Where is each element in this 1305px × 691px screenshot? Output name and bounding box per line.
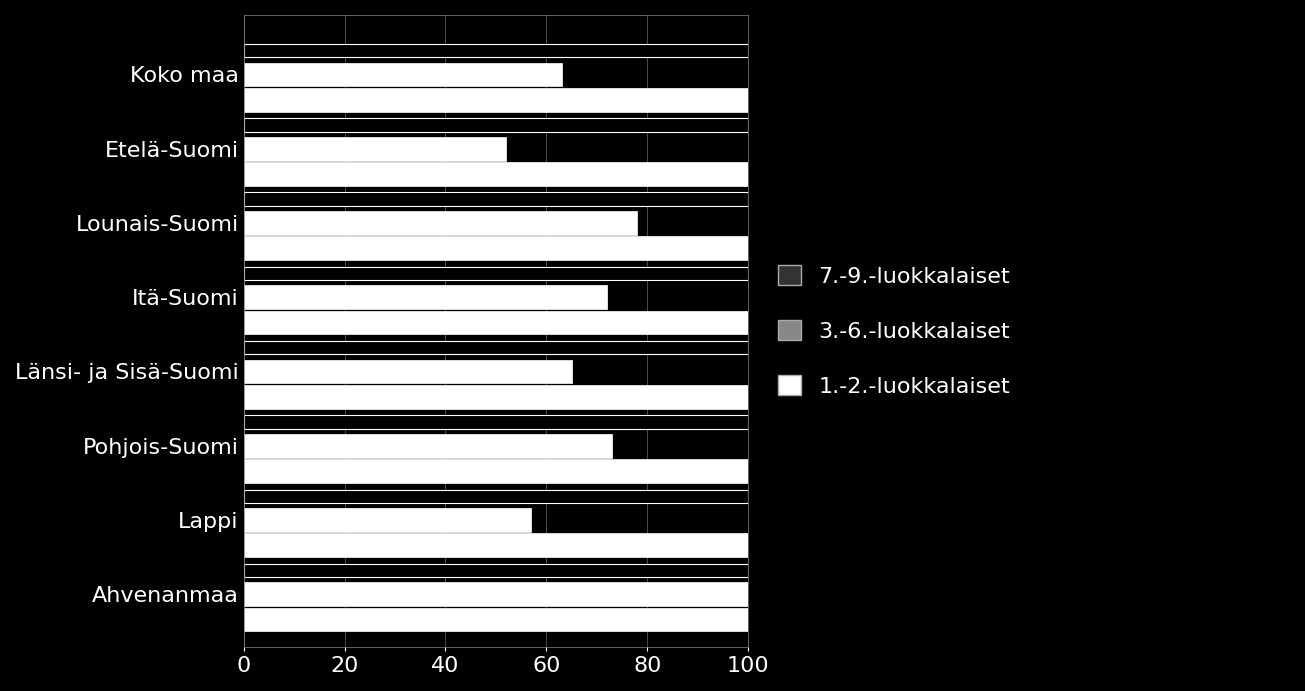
Bar: [244, 564, 748, 577]
Bar: [244, 341, 748, 354]
Bar: [244, 489, 748, 503]
Bar: [244, 310, 748, 334]
Bar: [244, 508, 531, 532]
Bar: [244, 118, 748, 131]
Bar: [244, 236, 748, 260]
Bar: [244, 88, 748, 111]
Bar: [244, 211, 637, 235]
Bar: [244, 607, 748, 632]
Bar: [244, 385, 748, 408]
Bar: [244, 459, 748, 483]
Bar: [244, 285, 607, 309]
Bar: [244, 415, 748, 428]
Bar: [244, 267, 748, 280]
Bar: [244, 137, 506, 160]
Bar: [244, 533, 748, 557]
Bar: [244, 162, 748, 186]
Bar: [244, 583, 748, 606]
Bar: [244, 193, 748, 206]
Bar: [244, 359, 572, 384]
Legend: 7.-9.-luokkalaiset, 3.-6.-luokkalaiset, 1.-2.-luokkalaiset: 7.-9.-luokkalaiset, 3.-6.-luokkalaiset, …: [770, 256, 1019, 406]
Bar: [244, 44, 748, 57]
Bar: [244, 62, 561, 86]
Bar: [244, 434, 612, 457]
